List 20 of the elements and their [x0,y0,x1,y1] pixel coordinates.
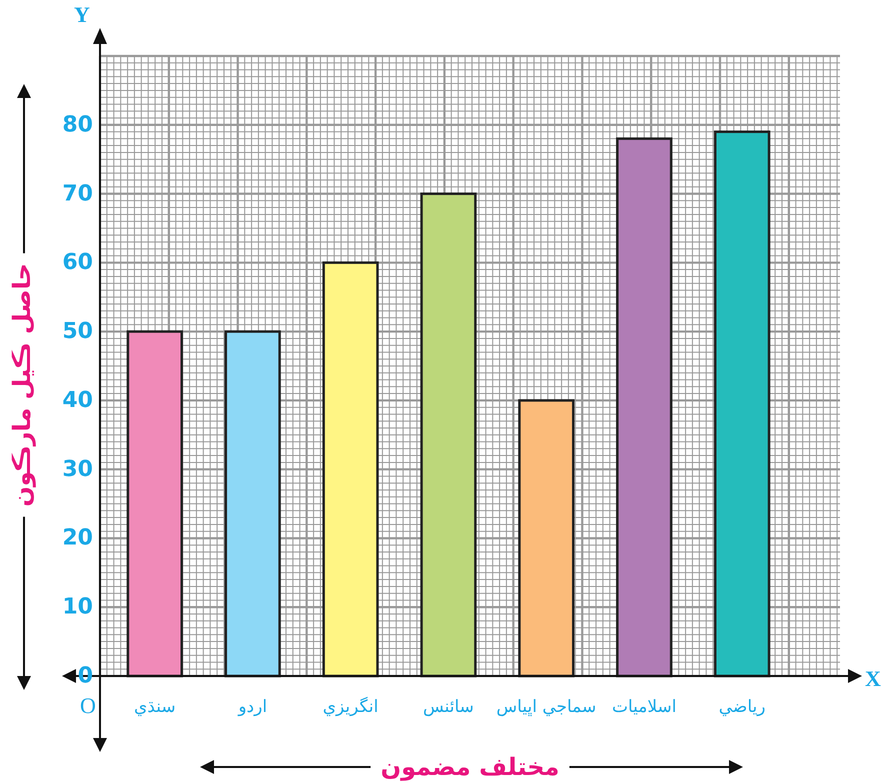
x-tick-label: اردو [237,697,268,717]
x-axis-title: مختلف مضمون [380,753,560,781]
y-tick-label: 20 [62,526,93,551]
y-tick-label: 50 [62,319,93,344]
x-tick-label: اسلاميات [612,697,676,717]
y-tick-label: 30 [62,456,93,482]
text: Y [74,2,90,27]
y-tick-label: 10 [62,594,93,620]
x-tick-label: سماجي اڀياس [496,697,596,717]
x-tick-label: رياضي [718,697,766,717]
y-tick-label: 60 [62,250,93,276]
y-axis-title: حاصل ڪيل مارڪون [8,263,36,507]
y-tick-label: 80 [62,112,93,138]
text: X [865,666,881,691]
text: O [80,693,96,718]
y-tick-label: 70 [62,181,93,206]
x-tick-label: سنڌي [134,697,176,717]
x-tick-label: انگريزي [322,696,378,717]
x-tick-label: سائنس [422,697,474,717]
y-tick-label: 40 [62,388,93,413]
